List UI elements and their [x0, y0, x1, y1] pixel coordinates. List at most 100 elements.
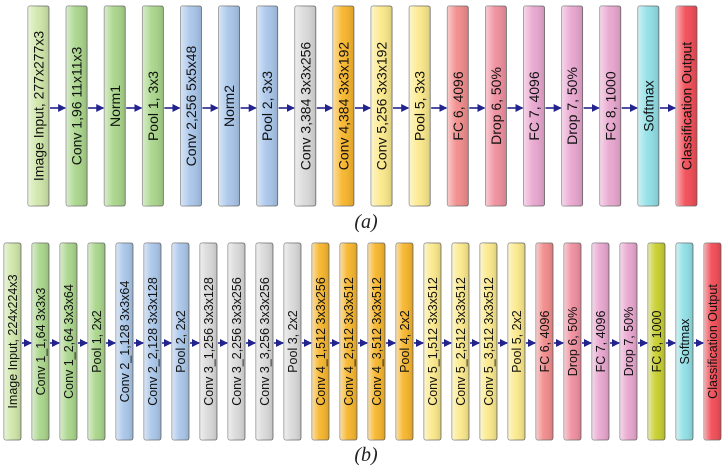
layer-label: Conv 5_3,512 3x3x512 — [482, 277, 496, 406]
layer-label: Conv 2_1,128 3x3x64 — [118, 281, 132, 403]
layer-box-shading — [284, 243, 301, 440]
layer-box-shading — [180, 6, 202, 206]
layer-box-shading — [88, 243, 105, 440]
layer-block: Conv 3_1,256 3x3x128 — [199, 242, 218, 441]
layer-label: Image Input, 224x224x3 — [6, 274, 20, 408]
layer-label: Pool 2, 2x2 — [174, 310, 188, 373]
layer-label: Drop 7, 50% — [622, 307, 636, 376]
layer-box-shading — [340, 243, 357, 440]
layer-label: Softmax — [678, 318, 692, 365]
layer-box-shading — [4, 243, 21, 440]
layer-box-shading — [332, 6, 354, 206]
layer-block: Conv 2_1,128 3x3x64 — [115, 242, 134, 441]
layer-block: Classification Output — [675, 5, 698, 207]
layer-block: Conv 3_2,256 3x3x256 — [227, 242, 246, 441]
layer-block: Conv 3,384 3x3x256 — [294, 5, 317, 207]
layer-block: Classification Output — [703, 242, 722, 441]
layer-box-shading — [676, 243, 693, 440]
layer-block: Pool 1, 3x3 — [141, 5, 164, 207]
layer-block: Conv 4_3,512 3x3x512 — [367, 242, 386, 441]
diagram-b: Image Input, 224x224x3 Conv 1_1,64 3x3x3 C… — [3, 242, 722, 441]
layer-box-shading — [480, 243, 497, 440]
caption-b: (b) — [354, 444, 378, 466]
layer-label: FC 7, 4096 — [526, 71, 542, 140]
layer-block: Pool 5, 3x3 — [408, 5, 431, 207]
layer-box-shading — [28, 6, 49, 206]
layer-box-shading — [66, 6, 88, 206]
layer-label: Drop 6, 50% — [566, 307, 580, 376]
layer-label: Pool 1, 2x2 — [90, 310, 104, 373]
layer-box-shading — [116, 243, 133, 440]
layer-block: Norm2 — [218, 5, 240, 207]
layer-block: Conv 1,96 11x11x3 — [65, 5, 88, 207]
layer-block: FC 8, 1000 — [647, 242, 666, 441]
layer-block: Pool 2, 2x2 — [171, 242, 190, 441]
layer-box-shading — [144, 243, 161, 440]
layer-block: Softmax — [637, 5, 660, 207]
layer-box-shading — [508, 243, 525, 440]
layer-label: Pool 5, 2x2 — [510, 310, 524, 373]
layer-label: Classification Output — [679, 42, 695, 171]
layer-block: Pool 3, 2x2 — [283, 242, 302, 441]
layer-block: Conv 2_2,128 3x3x128 — [143, 242, 162, 441]
layer-box-shading — [228, 243, 245, 440]
layer-box-shading — [620, 243, 637, 440]
layer-label: Pool 3, 2x2 — [286, 310, 300, 373]
layer-block: Conv 4,384 3x3x192 — [332, 5, 355, 207]
layer-label: Norm1 — [107, 85, 123, 127]
layer-block: Conv 5_2,512 3x3x512 — [451, 242, 470, 441]
layer-label: Norm2 — [221, 85, 237, 127]
layer-label: FC 6, 4096 — [538, 311, 552, 373]
layer-box-shading — [218, 6, 240, 206]
layer-box-shading — [172, 243, 189, 440]
layer-label: Conv 5_1,512 3x3x512 — [426, 277, 440, 406]
layer-block: FC 8, 1000 — [599, 5, 622, 207]
layer-block: Conv 1_1,64 3x3x3 — [31, 242, 50, 441]
layer-label: FC 8, 1000 — [602, 71, 618, 140]
layer-label: Conv 4_3,512 3x3x512 — [370, 277, 384, 406]
layer-block: Conv 2,256 5x5x48 — [180, 5, 202, 207]
layer-block: Drop 7, 50% — [561, 5, 584, 207]
layer-label: Classification Output — [706, 284, 720, 399]
layer-block: Conv 4_1,512 3x3x256 — [311, 242, 330, 441]
layer-label: Pool 2, 3x3 — [259, 71, 275, 141]
layer-label: FC 6, 4096 — [450, 71, 466, 140]
layer-box-shading — [142, 6, 164, 206]
layer-label: Conv 2_2,128 3x3x128 — [146, 277, 160, 406]
layer-block: Conv 3_3,256 3x3x256 — [255, 242, 274, 441]
layer-block: Drop 6, 50% — [563, 242, 582, 441]
layer-box-shading — [561, 6, 583, 206]
layer-box-shading — [396, 243, 413, 440]
layer-label: Drop 6, 50% — [488, 67, 504, 145]
layer-block: Softmax — [675, 242, 694, 441]
layer-block: Image Input, 224x224x3 — [3, 242, 22, 441]
layer-block: Image Input, 277x277x3 — [27, 5, 50, 207]
caption-a: (a) — [354, 211, 378, 233]
diagram-a: Image Input, 277x277x3 Conv 1,96 11x11x3 N… — [27, 5, 698, 207]
layer-label: Conv 2,256 5x5x48 — [183, 45, 199, 166]
layer-label: Pool 5, 3x3 — [412, 71, 428, 141]
layer-box-shading — [523, 6, 545, 206]
layer-block: FC 6, 4096 — [446, 5, 469, 207]
layer-block: FC 7, 4096 — [523, 5, 545, 207]
layer-block: Conv 1_2,64 3x3x64 — [59, 242, 78, 441]
layer-label: Conv 3_1,256 3x3x128 — [202, 277, 216, 406]
layer-label: FC 8, 1000 — [650, 311, 664, 373]
layer-box-shading — [485, 6, 507, 206]
layer-block: FC 7, 4096 — [591, 242, 610, 441]
layer-box-shading — [637, 6, 659, 206]
layer-block: Pool 1, 2x2 — [87, 242, 106, 441]
layer-box-shading — [32, 243, 49, 440]
layer-box-shading — [256, 6, 278, 206]
layer-label: Conv 5_2,512 3x3x512 — [454, 277, 468, 406]
layer-block: Conv 4_2,512 3x3x512 — [339, 242, 358, 441]
layer-block: Norm1 — [103, 5, 126, 207]
layer-box-shading — [536, 243, 553, 440]
layer-box-shading — [447, 6, 469, 206]
layer-label: Conv 1_2,64 3x3x64 — [62, 284, 76, 399]
layer-box-shading — [256, 243, 273, 440]
layer-label: Conv 3_2,256 3x3x256 — [230, 277, 244, 406]
layer-box-shading — [60, 243, 77, 440]
layer-label: Conv 5,256 3x3x192 — [374, 42, 390, 171]
layer-box-shading — [599, 6, 621, 206]
